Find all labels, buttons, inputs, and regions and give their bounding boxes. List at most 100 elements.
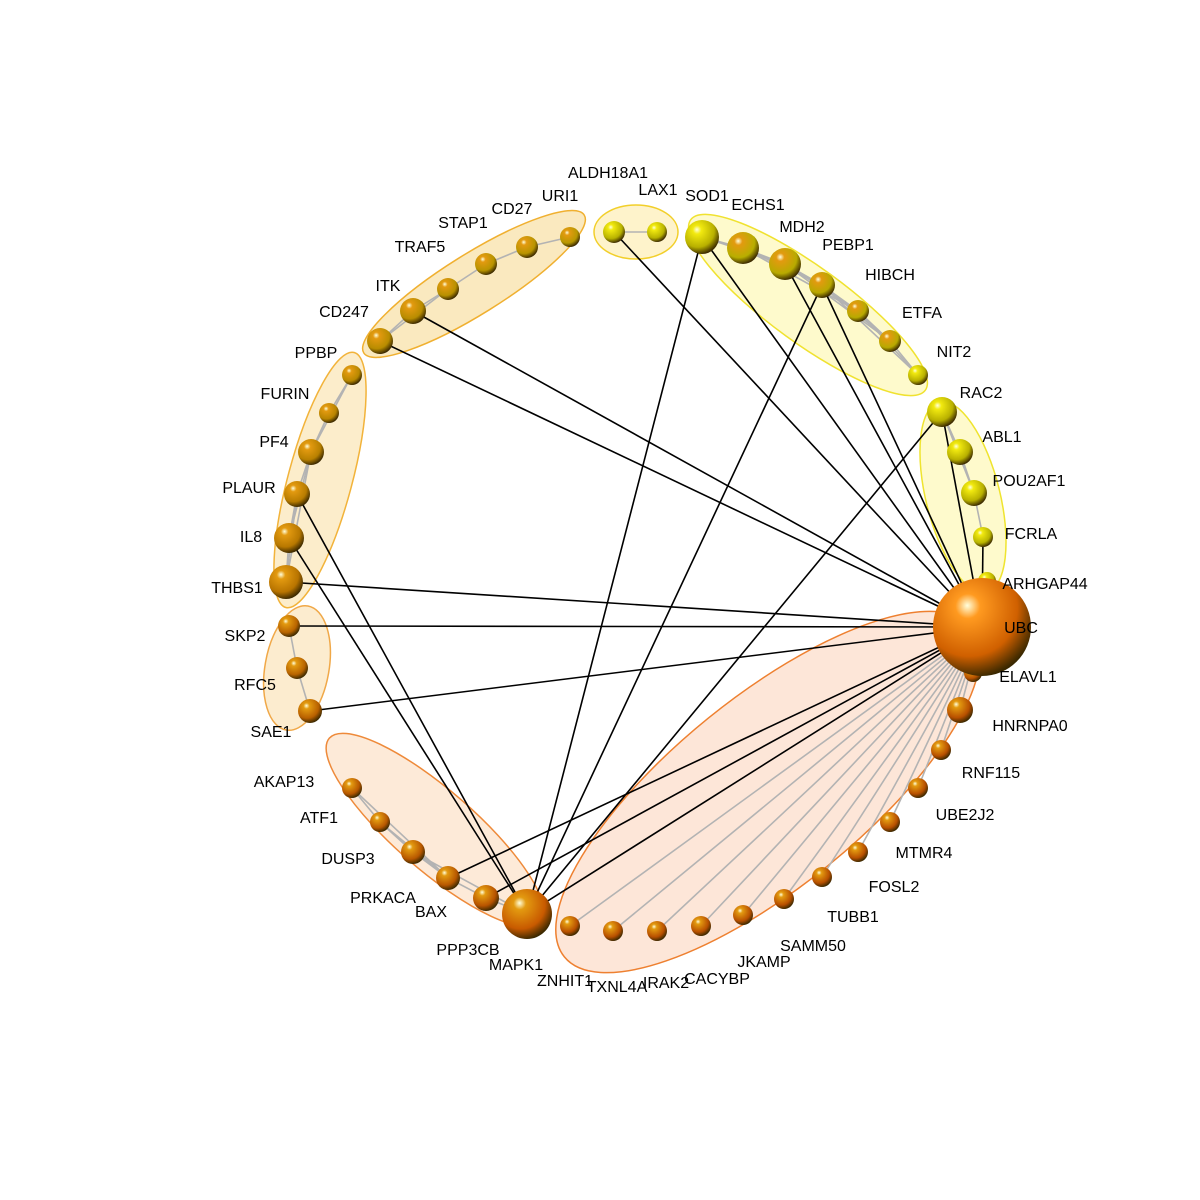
node-sae1 — [298, 699, 322, 723]
node-label-pf4: PF4 — [259, 434, 288, 451]
black-edge-ubc-aldh18a1 — [613, 231, 983, 628]
node-label-znhit1: ZNHIT1 — [537, 973, 593, 990]
node-label-rnf115: RNF115 — [962, 765, 1020, 782]
node-label-pebp1: PEBP1 — [822, 237, 874, 254]
node-label-sod1: SOD1 — [685, 188, 729, 205]
node-label-samm50: SAMM50 — [780, 938, 846, 955]
node-aldh18a1 — [603, 221, 625, 243]
black-edge-ubc-bax — [485, 626, 983, 899]
node-label-etfa: ETFA — [902, 305, 942, 322]
node-label-cd27: CD27 — [492, 201, 533, 218]
grey-edge-pf4-thbs1 — [285, 451, 312, 583]
node-label-txnl4a: TXNL4A — [587, 979, 648, 996]
node-label-dusp3: DUSP3 — [321, 851, 374, 868]
black-edge-ubc-thbs1 — [285, 581, 983, 628]
node-ubc — [933, 578, 1031, 676]
grey-edge-ubc-irak2 — [656, 626, 983, 932]
node-lax1 — [647, 222, 667, 242]
node-cacybp — [691, 916, 711, 936]
node-echs1 — [727, 232, 759, 264]
node-label-itk: ITK — [376, 278, 401, 295]
node-rfc5 — [286, 657, 308, 679]
node-label-mdh2: MDH2 — [779, 219, 824, 236]
node-label-hnrnpa0: HNRNPA0 — [992, 718, 1067, 735]
node-fosl2 — [848, 842, 868, 862]
node-label-fcrla: FCRLA — [1005, 526, 1058, 543]
node-label-traf5: TRAF5 — [395, 239, 446, 256]
node-label-rac2: RAC2 — [960, 385, 1003, 402]
node-label-ube2j2: UBE2J2 — [936, 807, 995, 824]
node-stap1 — [475, 253, 497, 275]
node-furin — [319, 403, 339, 423]
black-edge-ubc-mdh2 — [784, 263, 983, 628]
black-edge-ubc-cd247 — [379, 340, 983, 628]
node-label-akap13: AKAP13 — [254, 774, 315, 791]
node-znhit1 — [560, 916, 580, 936]
node-hibch — [847, 300, 869, 322]
grey-edge-ubc-tubb1 — [821, 626, 983, 878]
grey-edge-echs1-hibch — [742, 247, 859, 312]
node-ppbp — [342, 365, 362, 385]
black-edge-ubc-skp2 — [288, 625, 983, 628]
grey-edge-ubc-znhit1 — [569, 626, 983, 927]
black-edge-ubc-mapk1 — [526, 626, 983, 915]
node-label-ppbp: PPBP — [295, 345, 338, 362]
nodes-layer — [269, 220, 1031, 941]
black-edge-ubc-pebp1 — [821, 284, 983, 628]
node-mdh2 — [769, 248, 801, 280]
node-label-tubb1: TUBB1 — [827, 909, 879, 926]
node-label-jkamp: JKAMP — [737, 954, 790, 971]
node-label-ubc: UBC — [1004, 620, 1038, 637]
node-mapk1 — [502, 889, 552, 939]
node-label-elavl1: ELAVL1 — [999, 669, 1057, 686]
node-label-uri1: URI1 — [542, 188, 579, 205]
node-uri1 — [560, 227, 580, 247]
node-samm50 — [774, 889, 794, 909]
node-label-sae1: SAE1 — [251, 724, 292, 741]
node-label-plaur: PLAUR — [222, 480, 275, 497]
node-fcrla — [973, 527, 993, 547]
node-label-abl1: ABL1 — [982, 429, 1021, 446]
black-edges-layer — [285, 231, 984, 915]
node-thbs1 — [269, 565, 303, 599]
node-label-arhgap44: ARHGAP44 — [1002, 576, 1087, 593]
node-traf5 — [437, 278, 459, 300]
black-edge-ubc-prkaca — [447, 626, 983, 879]
node-il8 — [274, 523, 304, 553]
node-rnf115 — [931, 740, 951, 760]
black-edge-ubc-sod1 — [701, 236, 983, 628]
node-dusp3 — [401, 840, 425, 864]
node-label-mapk1: MAPK1 — [489, 957, 543, 974]
node-abl1 — [947, 439, 973, 465]
node-label-mtmr4: MTMR4 — [896, 845, 953, 862]
node-mtmr4 — [880, 812, 900, 832]
node-ube2j2 — [908, 778, 928, 798]
labels-layer: ARHGAP44 ELAVL1 LAX1 NIT2 FCRLA RNF115 UBE2J2 M… — [211, 165, 1088, 996]
node-label-cd247: CD247 — [319, 304, 369, 321]
node-txnl4a — [603, 921, 623, 941]
node-label-aldh18a1: ALDH18A1 — [568, 165, 648, 182]
node-itk — [400, 298, 426, 324]
black-edge-ubc-itk — [412, 310, 983, 628]
grey-edge-ubc-jkamp — [742, 626, 983, 916]
node-nit2 — [908, 365, 928, 385]
black-edge-ubc-sae1 — [309, 626, 983, 712]
node-label-pou2af1: POU2AF1 — [993, 473, 1066, 490]
node-hnrnpa0 — [947, 697, 973, 723]
node-rac2 — [927, 397, 957, 427]
node-label-il8: IL8 — [240, 529, 262, 546]
node-pf4 — [298, 439, 324, 465]
black-edge-mapk1-plaur — [296, 493, 528, 915]
node-prkaca — [436, 866, 460, 890]
node-label-fosl2: FOSL2 — [869, 879, 920, 896]
node-etfa — [879, 330, 901, 352]
node-label-lax1: LAX1 — [638, 182, 677, 199]
node-label-bax: BAX — [415, 904, 447, 921]
grey-edge-ubc-txnl4a — [612, 626, 983, 932]
node-cd247 — [367, 328, 393, 354]
node-label-rfc5: RFC5 — [234, 677, 276, 694]
node-label-nit2: NIT2 — [937, 344, 972, 361]
node-label-prkaca: PRKACA — [350, 890, 416, 907]
node-label-ppp3cb: PPP3CB — [436, 942, 499, 959]
node-akap13 — [342, 778, 362, 798]
